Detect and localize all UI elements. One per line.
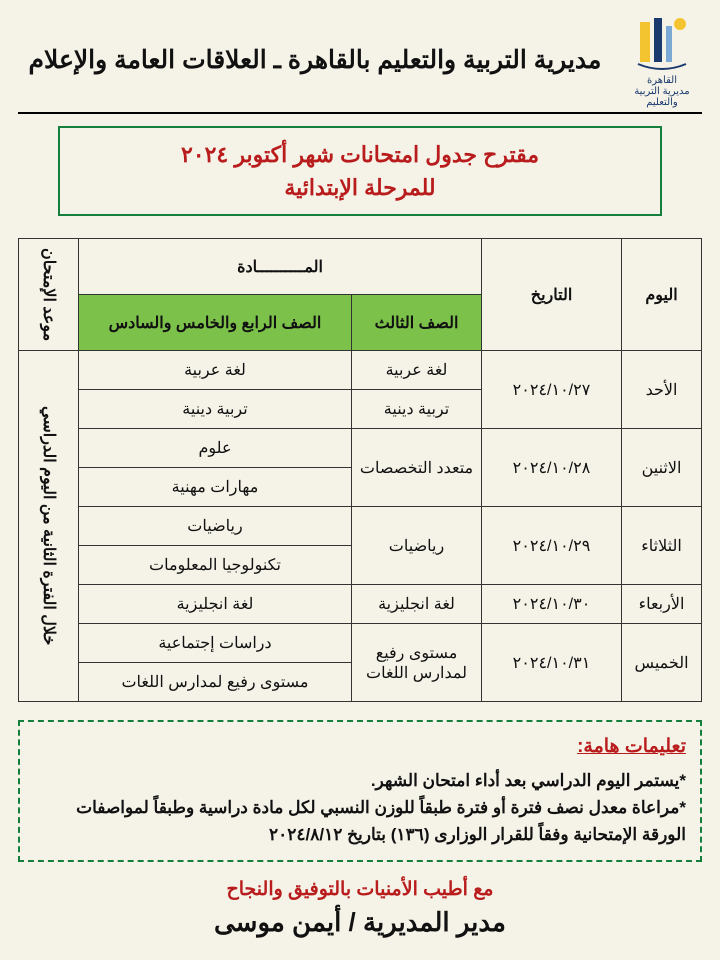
cairo-logo-icon [632, 12, 692, 72]
logo-block: القاهرة مديرية التربية والتعليم [622, 12, 702, 108]
th-grade456: الصف الرابع والخامس والسادس [79, 295, 352, 351]
logo-caption: مديرية التربية والتعليم [622, 86, 702, 108]
cell-g3: لغة انجليزية [352, 585, 482, 624]
cell-g456: تكنولوجيا المعلومات [79, 546, 352, 585]
cell-day: الخميس [622, 624, 702, 702]
th-subject: المــــــــــادة [79, 239, 482, 295]
cell-day: الثلاثاء [622, 507, 702, 585]
notes-item: *يستمر اليوم الدراسي بعد أداء امتحان الش… [34, 767, 686, 794]
cell-g3: لغة عربية [352, 351, 482, 390]
notes-title: تعليمات هامة: [34, 732, 686, 762]
cell-g456: دراسات إجتماعية [79, 624, 352, 663]
notes-box: تعليمات هامة: *يستمر اليوم الدراسي بعد أ… [18, 720, 702, 862]
cell-date: ٢٠٢٤/١٠/٢٨ [482, 429, 622, 507]
cell-date: ٢٠٢٤/١٠/٢٧ [482, 351, 622, 429]
th-time: موعد الإمتحان [19, 239, 79, 351]
signature-line: مدير المديرية / أيمن موسى [18, 907, 702, 938]
cell-g456: مهارات مهنية [79, 468, 352, 507]
cell-g456: لغة انجليزية [79, 585, 352, 624]
cell-g3: رياضيات [352, 507, 482, 585]
title-banner: مقترح جدول امتحانات شهر أكتوبر ٢٠٢٤ للمر… [58, 126, 662, 216]
cell-g456: تربية دينية [79, 390, 352, 429]
cell-g3: متعدد التخصصات [352, 429, 482, 507]
cell-day: الاثنين [622, 429, 702, 507]
cell-g3: تربية دينية [352, 390, 482, 429]
cell-g456: لغة عربية [79, 351, 352, 390]
th-day: اليوم [622, 239, 702, 351]
cell-g456: علوم [79, 429, 352, 468]
cell-day: الأربعاء [622, 585, 702, 624]
cell-date: ٢٠٢٤/١٠/٢٩ [482, 507, 622, 585]
org-title: مديرية التربية والتعليم بالقاهرة ـ العلا… [18, 44, 612, 77]
cell-date: ٢٠٢٤/١٠/٣٠ [482, 585, 622, 624]
cell-g456: رياضيات [79, 507, 352, 546]
cell-g456: مستوى رفيع لمدارس اللغات [79, 663, 352, 702]
page-header: القاهرة مديرية التربية والتعليم مديرية ا… [18, 12, 702, 114]
cell-date: ٢٠٢٤/١٠/٣١ [482, 624, 622, 702]
logo-city: القاهرة [622, 75, 702, 86]
th-date: التاريخ [482, 239, 622, 351]
schedule-body: الأحد ٢٠٢٤/١٠/٢٧ لغة عربية لغة عربية خلا… [19, 351, 702, 702]
exam-schedule-table: اليوم التاريخ المــــــــــادة موعد الإم… [18, 238, 702, 702]
cell-g3: مستوى رفيع لمدارس اللغات [352, 624, 482, 702]
cell-time-note: خلال الفترة الثانية من اليوم الدراسي [19, 351, 79, 702]
banner-line2: للمرحلة الإبتدائية [68, 171, 652, 204]
wish-line: مع أطيب الأمنيات بالتوفيق والنجاح [18, 878, 702, 901]
banner-line1: مقترح جدول امتحانات شهر أكتوبر ٢٠٢٤ [68, 138, 652, 171]
cell-day: الأحد [622, 351, 702, 429]
th-grade3: الصف الثالث [352, 295, 482, 351]
notes-item: *مراعاة معدل نصف فترة أو فترة طبقاً للوز… [34, 794, 686, 848]
